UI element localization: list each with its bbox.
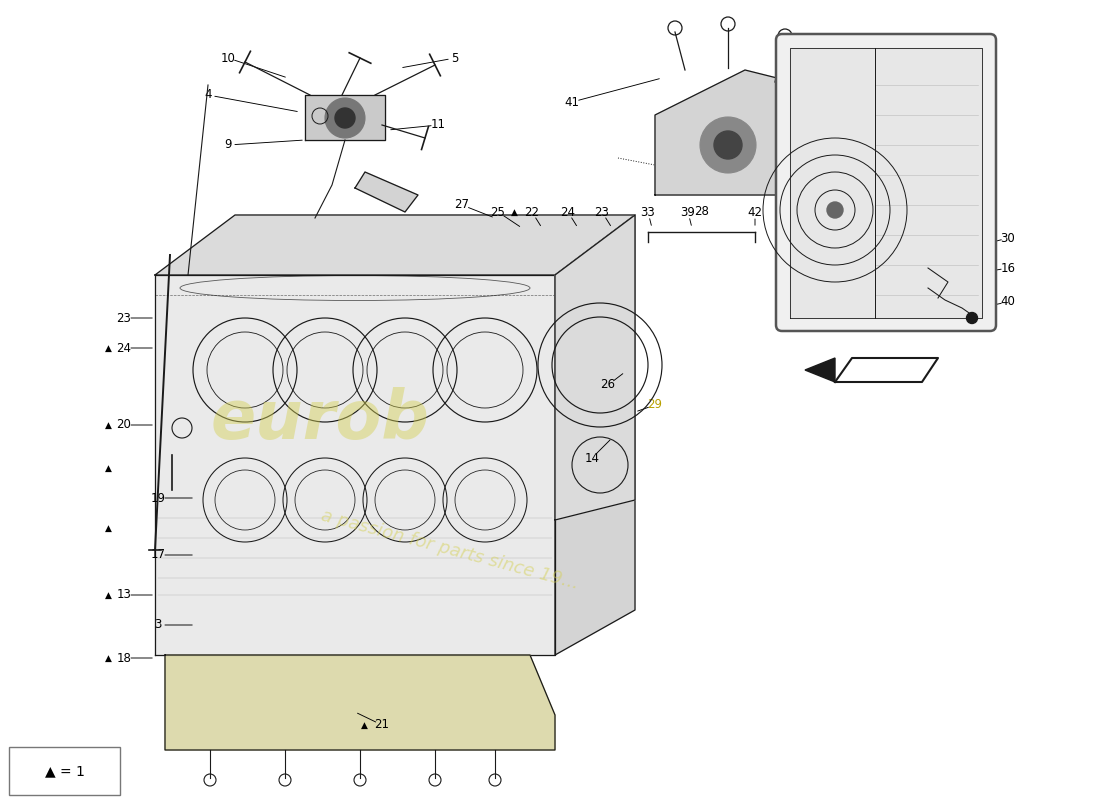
Text: eurob: eurob [210,387,429,453]
Text: 10: 10 [221,51,235,65]
Text: ▲: ▲ [510,207,517,217]
Text: ▲: ▲ [104,463,111,473]
FancyBboxPatch shape [9,747,120,795]
Text: 8: 8 [842,149,849,162]
Text: 19: 19 [151,491,165,505]
Text: 33: 33 [640,206,656,218]
Text: 42: 42 [748,206,762,218]
Text: 6: 6 [842,186,849,198]
Text: 26: 26 [601,378,616,391]
Text: ▲: ▲ [104,590,111,599]
Circle shape [700,117,756,173]
Polygon shape [305,95,385,140]
Text: 22: 22 [525,206,539,218]
Text: 13: 13 [117,589,131,602]
Text: 18: 18 [117,651,131,665]
Text: 11: 11 [430,118,446,131]
Circle shape [827,202,843,218]
Text: 23: 23 [595,206,609,218]
Text: ▲: ▲ [104,421,111,430]
Circle shape [324,98,365,138]
Text: ▲: ▲ [104,523,111,533]
Circle shape [967,313,978,323]
FancyBboxPatch shape [776,34,996,331]
Text: ▲: ▲ [361,721,367,730]
Text: 30: 30 [1001,231,1015,245]
Text: 4: 4 [205,89,211,102]
Text: 20: 20 [117,418,131,431]
Text: 7: 7 [842,118,849,131]
Text: 24: 24 [561,206,575,218]
Text: 21: 21 [374,718,389,731]
Text: 28: 28 [694,205,708,218]
Text: 29: 29 [648,398,662,411]
Text: 16: 16 [1001,262,1015,274]
Polygon shape [835,358,938,382]
Text: 17: 17 [151,549,165,562]
Text: 5: 5 [451,51,459,65]
Text: ▲: ▲ [104,343,111,353]
Polygon shape [155,275,556,655]
Text: ▲: ▲ [104,654,111,662]
Circle shape [336,108,355,128]
Polygon shape [805,358,835,382]
Polygon shape [556,215,635,520]
Text: 23: 23 [117,311,131,325]
Text: 39: 39 [681,206,695,218]
Text: 14: 14 [584,451,600,465]
Circle shape [714,131,742,159]
Polygon shape [556,215,635,655]
Polygon shape [790,48,982,318]
Polygon shape [165,655,556,750]
Text: 40: 40 [1001,295,1015,309]
Text: ▲ = 1: ▲ = 1 [45,764,85,778]
Text: 27: 27 [454,198,470,211]
Polygon shape [155,215,635,275]
Polygon shape [355,172,418,212]
Text: 9: 9 [224,138,232,151]
Text: 24: 24 [117,342,132,354]
Text: 25: 25 [491,206,505,218]
Text: 3: 3 [154,618,162,631]
Text: 41: 41 [564,95,580,109]
Polygon shape [654,70,825,195]
Text: a passion for parts since 19...: a passion for parts since 19... [319,507,581,593]
